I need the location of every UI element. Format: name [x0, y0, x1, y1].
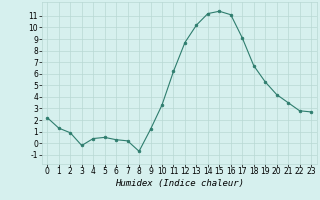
X-axis label: Humidex (Indice chaleur): Humidex (Indice chaleur) [115, 179, 244, 188]
